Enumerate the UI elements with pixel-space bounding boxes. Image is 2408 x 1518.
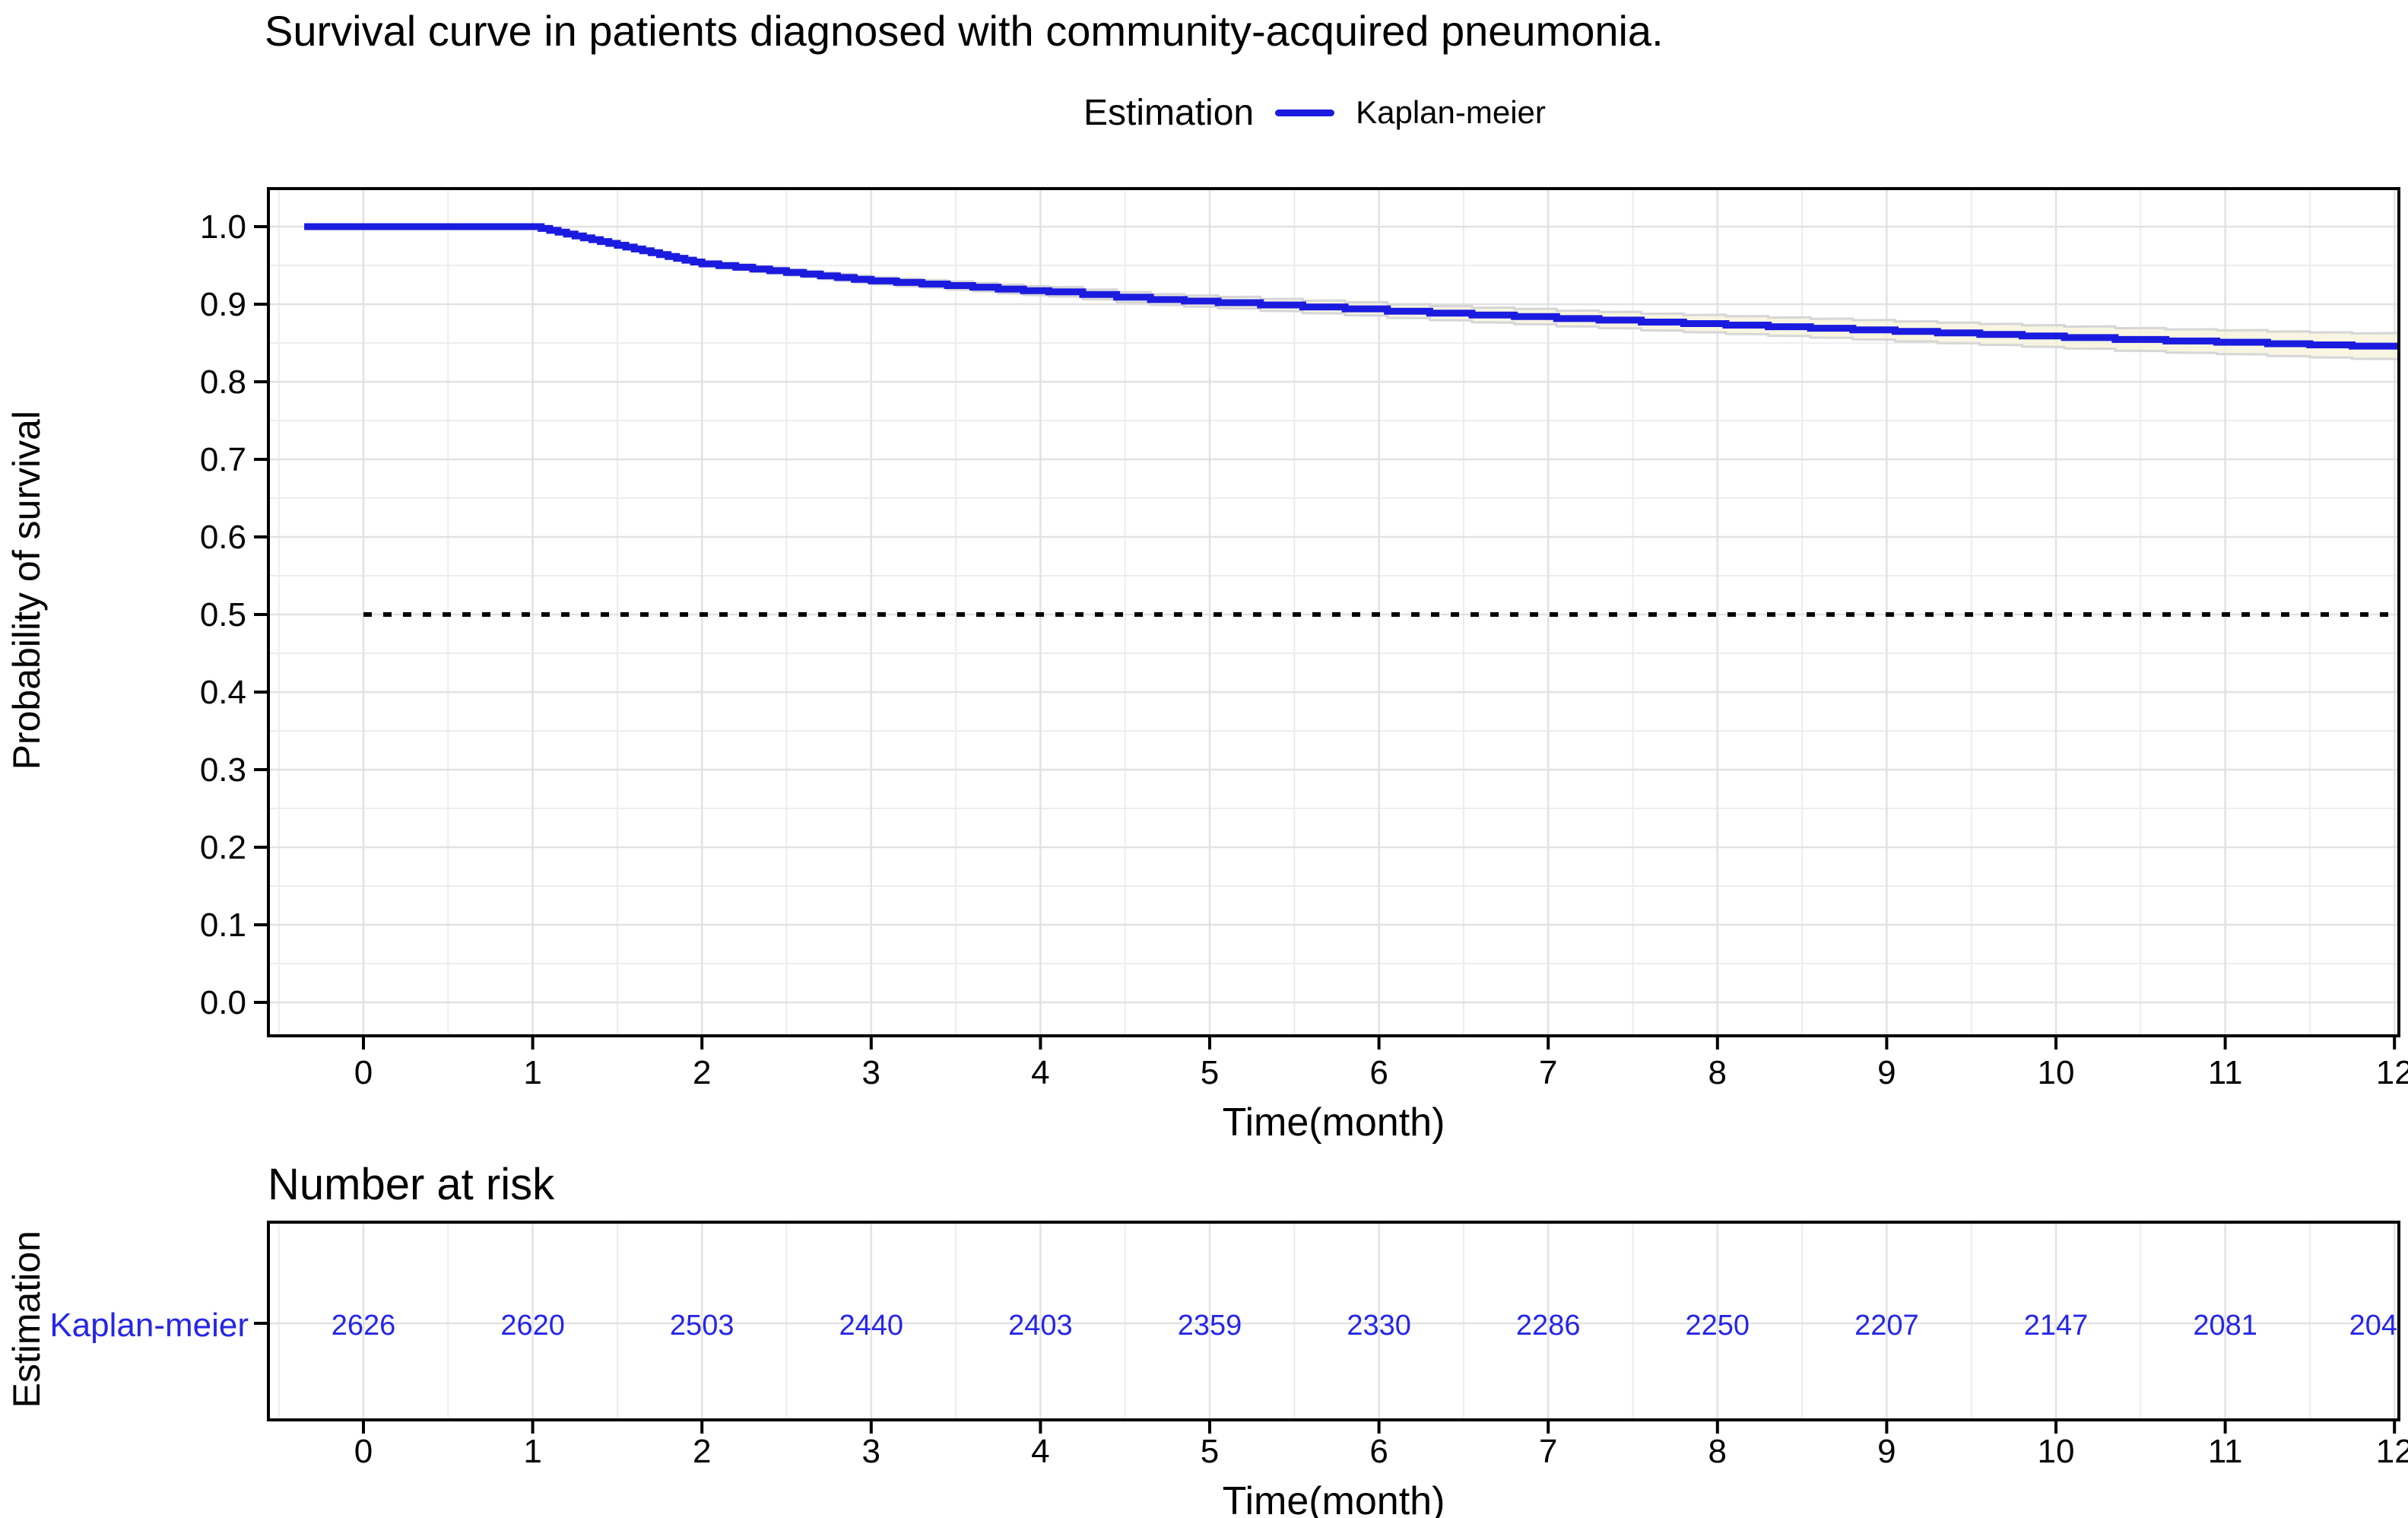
risk-x-tick-label: 11: [2208, 1433, 2243, 1470]
risk-x-tick-label: 4: [1031, 1433, 1049, 1470]
number-at-risk-heading: Number at risk: [268, 1160, 555, 1209]
risk-count: 2503: [670, 1310, 734, 1342]
x-tick-label: 7: [1539, 1054, 1557, 1091]
y-tick-label: 0.0: [200, 984, 246, 1021]
confidence-band: [304, 227, 2397, 360]
risk-x-tick-label: 12: [2376, 1433, 2408, 1470]
risk-count: 2286: [1516, 1310, 1581, 1342]
y-tick-label: 1.0: [200, 208, 246, 246]
risk-count: 2147: [2024, 1310, 2089, 1342]
risk-count: 2250: [1686, 1310, 1750, 1342]
km-curve: [304, 223, 2397, 350]
x-tick-label: 12: [2376, 1054, 2408, 1091]
x-tick-label: 2: [693, 1054, 711, 1091]
risk-count: 2403: [1008, 1310, 1073, 1342]
legend-key-line-icon: [1275, 109, 1335, 116]
x-tick-label: 6: [1369, 1054, 1388, 1091]
risk-gridlines: [268, 1222, 2399, 1420]
x-tick-label: 11: [2208, 1054, 2243, 1091]
risk-x-tick-label: 2: [693, 1433, 711, 1470]
y-tick-label: 0.3: [200, 751, 246, 789]
risk-panel-border: [267, 1221, 2400, 1421]
x-tick-label: 4: [1031, 1054, 1049, 1091]
risk-x-tick-label: 3: [862, 1433, 880, 1470]
y-tick-label: 0.9: [200, 286, 246, 323]
risk-count: 2620: [500, 1310, 565, 1342]
risk-x-tick-label: 6: [1369, 1433, 1388, 1470]
x-tick-label: 8: [1708, 1054, 1727, 1091]
risk-count: 2626: [332, 1310, 396, 1342]
risk-count: 2207: [1854, 1310, 1919, 1342]
risk-count: 204: [2349, 1310, 2397, 1342]
y-tick-label: 0.8: [200, 364, 246, 401]
risk-x-tick-label: 10: [2038, 1433, 2075, 1470]
x-tick-label: 9: [1877, 1054, 1896, 1091]
x-axis-title-main: Time(month): [1222, 1100, 1445, 1145]
risk-count: 2359: [1178, 1310, 1242, 1342]
risk-x-tick-label: 8: [1708, 1433, 1727, 1470]
y-tick-label: 0.1: [200, 907, 246, 944]
risk-row-label: Kaplan-meier: [49, 1307, 249, 1344]
x-tick-label: 3: [862, 1054, 880, 1091]
risk-x-tick-label: 0: [354, 1433, 373, 1470]
legend-title: Estimation: [1083, 92, 1255, 133]
figure-title: Survival curve in patients diagnosed wit…: [265, 7, 1664, 55]
legend-item-label: Kaplan-meier: [1356, 94, 1546, 130]
x-axis-title-risk: Time(month): [1222, 1479, 1445, 1518]
risk-count: 2440: [839, 1310, 904, 1342]
x-tick-label: 1: [523, 1054, 541, 1091]
y-tick-label: 0.6: [200, 519, 246, 556]
x-tick-label: 5: [1201, 1054, 1219, 1091]
legend: Estimation Kaplan-meier: [1083, 88, 1546, 137]
risk-x-tick-label: 9: [1877, 1433, 1896, 1470]
x-tick-label: 0: [354, 1054, 373, 1091]
risk-count: 2081: [2193, 1310, 2257, 1342]
x-tick-label: 10: [2038, 1054, 2075, 1091]
risk-x-tick-label: 7: [1539, 1433, 1557, 1470]
y-tick-label: 0.2: [200, 829, 246, 866]
y-tick-label: 0.5: [200, 596, 246, 634]
main-panel-border: [267, 187, 2400, 1037]
risk-count: 2330: [1347, 1310, 1411, 1342]
risk-x-tick-label: 5: [1201, 1433, 1219, 1470]
y-tick-label: 0.7: [200, 441, 246, 478]
risk-x-tick-label: 1: [523, 1433, 541, 1470]
y-tick-label: 0.4: [200, 674, 246, 711]
